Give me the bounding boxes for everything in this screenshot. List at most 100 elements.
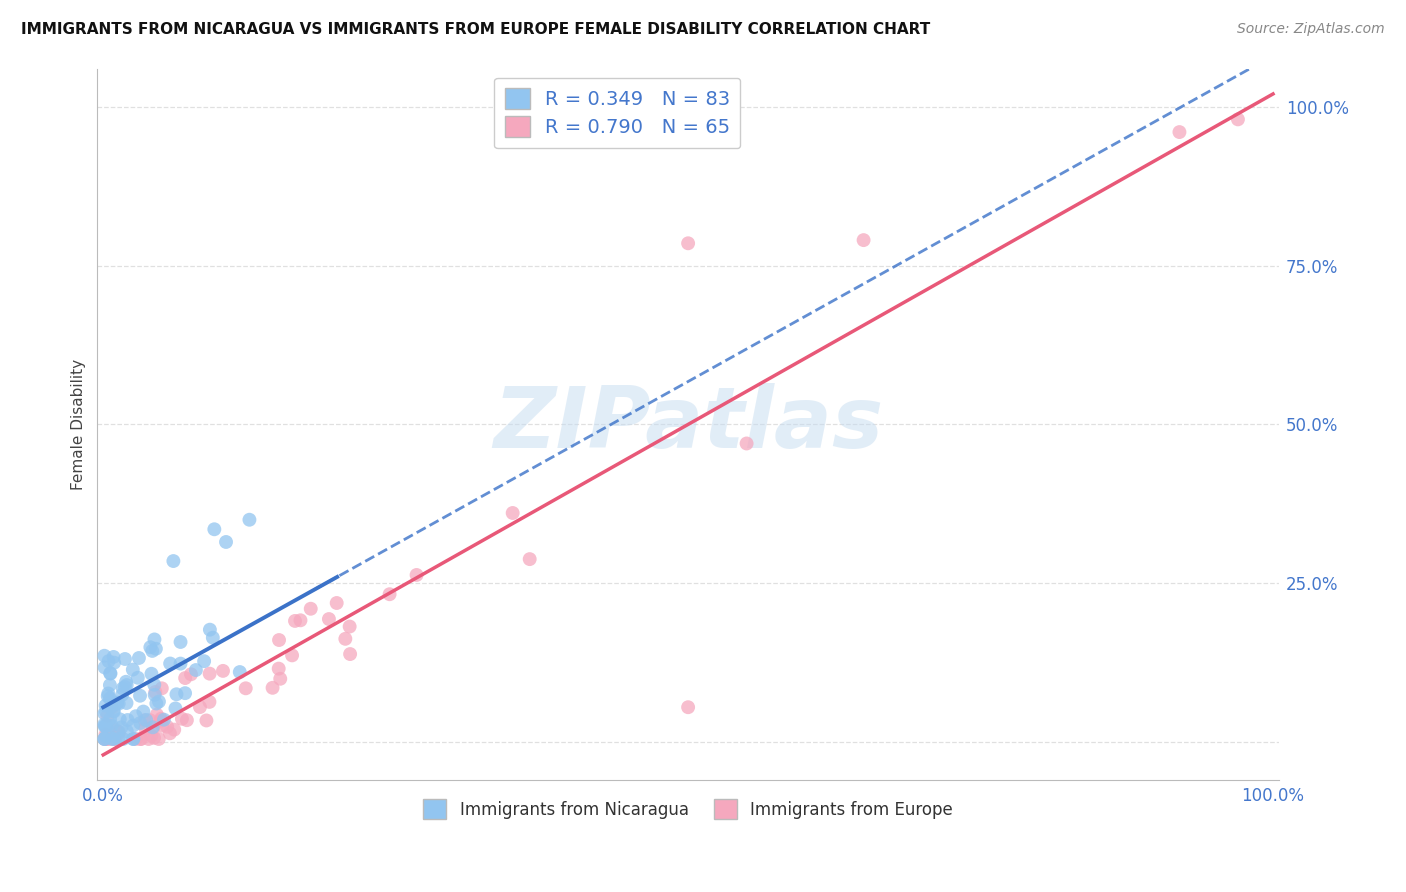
Point [107,724,129,739]
Point [115,674,138,689]
Point [117,713,139,727]
Point [153,713,176,727]
Point [378,587,401,601]
Point [150,681,173,696]
Point [129,689,152,703]
Point [100,699,122,714]
Point [325,596,347,610]
Point [139,640,162,655]
Point [238,513,260,527]
Point [141,666,163,681]
Point [97,689,120,703]
Point [125,731,148,746]
Point [201,631,224,645]
Point [150,719,173,733]
Point [235,681,257,696]
Point [108,712,131,726]
Point [852,233,875,247]
Point [94,727,117,741]
Point [174,686,197,700]
Point [98,712,121,726]
Point [103,704,125,718]
Point [115,678,138,692]
Y-axis label: Female Disability: Female Disability [72,359,86,490]
Point [195,714,218,728]
Point [146,707,169,722]
Point [105,696,128,710]
Point [132,705,155,719]
Point [156,720,179,734]
Point [145,697,167,711]
Point [162,554,184,568]
Point [149,712,172,726]
Point [93,660,115,674]
Point [128,651,150,665]
Point [1226,112,1249,127]
Point [104,723,127,738]
Point [111,681,134,696]
Point [502,506,524,520]
Point [115,724,138,739]
Point [98,691,121,706]
Point [212,664,235,678]
Point [143,678,166,692]
Legend: Immigrants from Nicaragua, Immigrants from Europe: Immigrants from Nicaragua, Immigrants fr… [416,793,960,825]
Point [142,720,165,734]
Point [267,662,290,676]
Point [150,714,173,728]
Point [193,654,215,668]
Point [122,731,145,746]
Point [735,436,758,450]
Point [93,731,115,746]
Point [96,709,118,723]
Point [129,731,152,746]
Point [676,236,699,251]
Point [93,648,115,663]
Point [94,719,117,733]
Text: Source: ZipAtlas.com: Source: ZipAtlas.com [1237,22,1385,37]
Point [107,697,129,711]
Point [229,665,252,679]
Point [143,632,166,647]
Point [112,731,135,746]
Point [180,667,202,681]
Point [169,657,191,671]
Point [148,695,170,709]
Point [114,680,136,694]
Point [100,666,122,681]
Point [100,718,122,732]
Point [134,721,156,735]
Point [676,700,699,714]
Point [93,717,115,731]
Point [94,729,117,743]
Point [129,731,152,746]
Point [103,649,125,664]
Point [143,688,166,702]
Point [165,701,187,715]
Point [121,663,143,677]
Point [163,723,186,737]
Point [148,731,170,746]
Point [103,731,125,746]
Point [105,696,128,710]
Point [299,601,322,615]
Point [198,666,221,681]
Point [198,623,221,637]
Point [122,731,145,746]
Point [107,726,129,740]
Point [141,644,163,658]
Text: ZIPatlas: ZIPatlas [494,383,883,466]
Point [145,641,167,656]
Point [339,619,361,633]
Point [114,652,136,666]
Point [267,633,290,648]
Point [290,613,312,627]
Point [107,731,129,746]
Point [174,671,197,685]
Point [1168,125,1191,139]
Point [284,614,307,628]
Point [166,687,188,701]
Point [281,648,304,663]
Point [405,568,427,582]
Point [134,713,156,727]
